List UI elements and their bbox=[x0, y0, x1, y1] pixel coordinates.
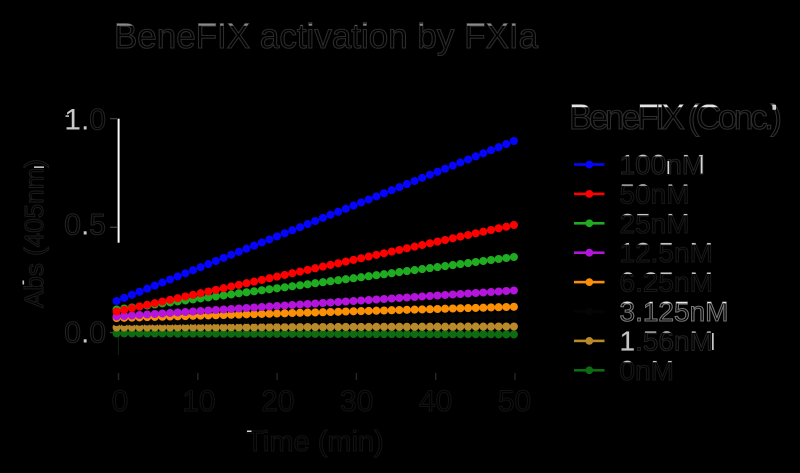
svg-text:10: 10 bbox=[182, 385, 215, 418]
svg-text:.: . bbox=[81, 209, 89, 242]
svg-text:12.5nM: 12.5nM bbox=[620, 237, 713, 268]
svg-text:Time (min): Time (min) bbox=[246, 426, 383, 458]
svg-text:6.25nM: 6.25nM bbox=[620, 267, 713, 298]
svg-text:25nM: 25nM bbox=[620, 208, 690, 239]
svg-text:0nM: 0nM bbox=[620, 355, 674, 386]
svg-text:0: 0 bbox=[64, 317, 81, 350]
svg-text:0: 0 bbox=[64, 209, 81, 242]
svg-text:3.125nM: 3.125nM bbox=[620, 296, 729, 327]
svg-text:1: 1 bbox=[64, 104, 81, 137]
svg-text:50nM: 50nM bbox=[620, 178, 690, 209]
svg-text:30: 30 bbox=[340, 385, 373, 418]
svg-text:0: 0 bbox=[112, 385, 129, 418]
svg-text:0: 0 bbox=[89, 104, 106, 137]
svg-text:0: 0 bbox=[89, 317, 106, 350]
svg-text:BeneFIX (Conc.): BeneFIX (Conc.) bbox=[569, 98, 780, 137]
svg-text:BeneFIX activation by FXIa: BeneFIX activation by FXIa bbox=[114, 17, 539, 56]
svg-text:1: 1 bbox=[620, 325, 636, 356]
svg-text:1.56nM: 1.56nM bbox=[620, 325, 713, 356]
svg-text:20: 20 bbox=[261, 385, 294, 418]
svg-text:100nM: 100nM bbox=[620, 149, 706, 180]
svg-text:.: . bbox=[81, 104, 89, 137]
svg-text:Abs (405nm): Abs (405nm) bbox=[19, 159, 49, 308]
svg-text:BeneFIX activation by FXIa: BeneFIX activation by FXIa bbox=[114, 17, 539, 56]
svg-text:50: 50 bbox=[498, 385, 531, 418]
svg-text:5: 5 bbox=[89, 209, 106, 242]
svg-text:BeneFIX (Conc.): BeneFIX (Conc.) bbox=[569, 98, 780, 137]
svg-text:40: 40 bbox=[419, 385, 452, 418]
svg-text:.: . bbox=[81, 317, 89, 350]
